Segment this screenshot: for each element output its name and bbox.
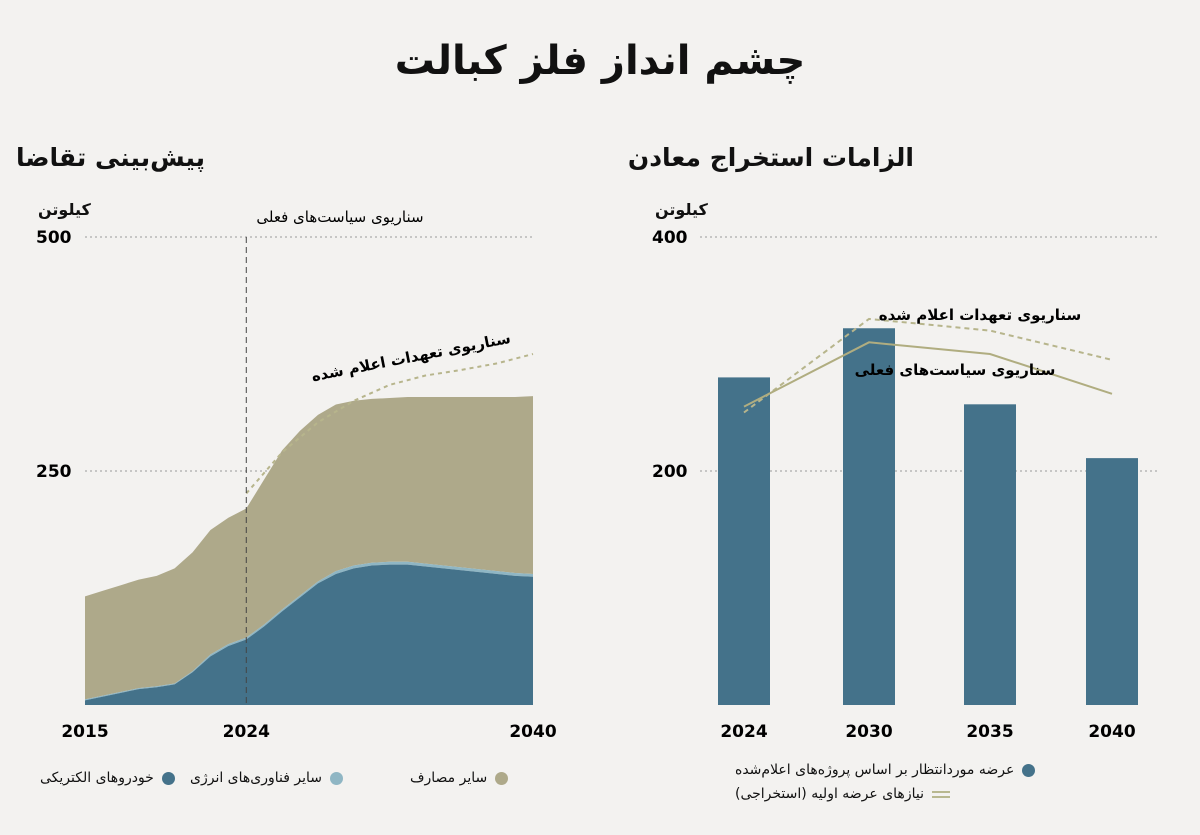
- legend-supply-swatch: [1022, 763, 1036, 777]
- mining-unit-label: کیلوتن: [655, 200, 708, 219]
- legend-other-label: سایر مصارف: [410, 770, 488, 786]
- legend-energy: سایر فناوری‌های انرژی: [190, 770, 344, 786]
- mining-bars: [718, 328, 1138, 705]
- mining-xtick-2030: 2030: [845, 722, 892, 742]
- mining-xtick-2040: 2040: [1088, 722, 1135, 742]
- mining-current-policy-label: سناریوی سیاست‌های فعلی: [855, 361, 1056, 379]
- mining-bar-2035: [964, 404, 1016, 705]
- demand-chart-title: پیش‌بینی تقاضا: [16, 143, 206, 172]
- legend-supply: عرضه موردانتظار بر اساس پروژه‌های اعلام‌…: [735, 762, 1036, 778]
- legend-other: سایر مصارف: [410, 770, 509, 786]
- mining-xtick-2035: 2035: [966, 722, 1013, 742]
- area-electric-vehicles: [85, 564, 533, 705]
- mining-announced-scenario-line: [743, 317, 1113, 414]
- demand-unit-label: کیلوتن: [38, 200, 91, 219]
- legend-other-swatch: [495, 771, 509, 785]
- mining-current-policy-line: [743, 341, 1113, 408]
- legend-energy-swatch: [330, 771, 344, 785]
- demand-ytick-500: 500: [36, 228, 72, 248]
- legend-energy-label: سایر فناوری‌های انرژی: [190, 770, 323, 786]
- mining-ytick-200: 200: [652, 462, 688, 482]
- legend-ev-swatch: [161, 771, 175, 785]
- demand-ytick-250: 250: [36, 462, 72, 482]
- main-title: چشم انداز فلز کبالت: [394, 38, 806, 84]
- mining-announced-label: سناریوی تعهدات اعلام شده: [879, 306, 1082, 324]
- demand-xtick-2040: 2040: [509, 722, 556, 742]
- legend-ev: خودروهای الکتریکی: [40, 770, 175, 786]
- mining-bar-2030: [843, 328, 895, 705]
- legend-primary-needs-swatch: [931, 790, 950, 798]
- demand-xtick-2024: 2024: [223, 722, 270, 742]
- legend-primary-needs-label: نیازهای عرضه اولیه (استخراجی): [735, 786, 924, 802]
- mining-gridlines: [700, 236, 1160, 472]
- mining-bar-2024: [718, 377, 770, 705]
- legend-primary-needs: نیازهای عرضه اولیه (استخراجی): [735, 786, 950, 802]
- area-other-energy-tech: [85, 561, 533, 701]
- legend-ev-label: خودروهای الکتریکی: [40, 770, 154, 786]
- mining-ytick-400: 400: [652, 228, 688, 248]
- demand-announced-label: سناریوی تعهدات اعلام شده: [310, 329, 512, 385]
- current-policy-label: سناریوی سیاست‌های فعلی: [256, 208, 423, 226]
- legend-supply-label: عرضه موردانتظار بر اساس پروژه‌های اعلام‌…: [735, 762, 1015, 778]
- demand-xtick-2015: 2015: [61, 722, 108, 742]
- mining-xtick-2024: 2024: [720, 722, 767, 742]
- area-other-uses: [85, 396, 533, 700]
- mining-bar-2040: [1086, 458, 1138, 705]
- mining-chart-title: الزامات استخراج معادن: [627, 143, 914, 172]
